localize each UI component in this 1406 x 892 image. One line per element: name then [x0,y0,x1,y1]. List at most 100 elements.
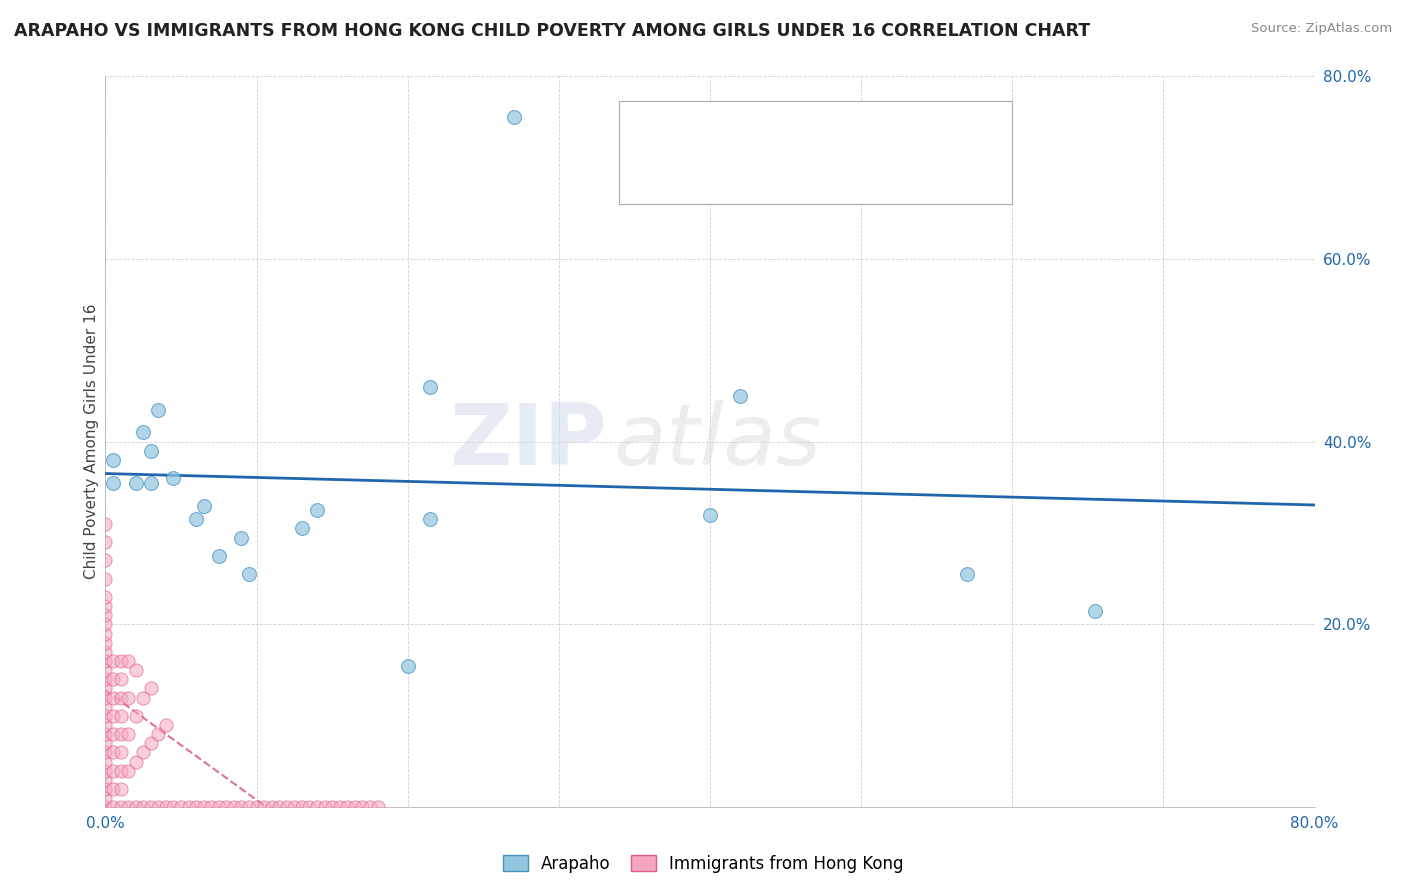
Point [238,800,260,814]
Point [110,690,132,705]
Point [260,800,283,814]
Point [139,800,162,814]
Point [94,516,117,531]
Point [314,800,336,814]
Point [94,654,117,668]
Point [193,499,215,513]
Point [101,764,124,778]
Point [94,617,117,632]
Point [291,800,314,814]
Point [298,800,321,814]
Point [170,800,193,814]
Text: ARAPAHO VS IMMIGRANTS FROM HONG KONG CHILD POVERTY AMONG GIRLS UNDER 16 CORRELAT: ARAPAHO VS IMMIGRANTS FROM HONG KONG CHI… [14,22,1090,40]
Point [101,708,124,723]
Point [186,512,208,526]
Point [215,800,238,814]
Point [307,503,329,517]
Point [124,475,148,490]
Point [343,800,366,814]
Point [94,645,117,659]
Point [94,718,117,732]
Point [139,736,162,750]
Point [94,663,117,677]
Point [94,781,117,797]
Point [94,681,117,696]
Point [329,800,352,814]
Point [101,800,124,814]
Point [139,475,162,490]
Point [94,699,117,714]
Point [730,389,752,403]
Point [132,800,155,814]
Point [124,663,148,677]
Point [117,764,139,778]
Point [359,800,381,814]
Point [956,567,979,582]
Point [124,708,148,723]
Point [124,800,148,814]
Text: Source: ZipAtlas.com: Source: ZipAtlas.com [1251,22,1392,36]
Y-axis label: Child Poverty Among Girls Under 16: Child Poverty Among Girls Under 16 [84,304,98,579]
Point [117,800,139,814]
Point [276,800,298,814]
Point [193,800,215,814]
Point [396,658,419,673]
Point [94,746,117,760]
Point [110,654,132,668]
Point [94,572,117,586]
Point [208,549,231,563]
Point [200,800,222,814]
Point [253,800,276,814]
Point [94,535,117,549]
Point [101,690,124,705]
Point [162,471,184,485]
Point [94,673,117,687]
Point [101,654,124,668]
Point [419,512,441,526]
Point [101,475,124,490]
Point [110,781,132,797]
Point [246,800,269,814]
Point [269,800,291,814]
Point [132,746,155,760]
Point [283,800,305,814]
Point [1084,604,1107,618]
Point [94,708,117,723]
Point [117,690,139,705]
Legend:   R = -0.147   N = 23,   R = -0.225   N = 93: R = -0.147 N = 23, R = -0.225 N = 93 [640,112,855,171]
Point [94,635,117,649]
Point [94,755,117,769]
Point [94,590,117,604]
Point [101,746,124,760]
Point [222,800,245,814]
Point [321,800,343,814]
Point [139,681,162,696]
Point [94,690,117,705]
Point [124,755,148,769]
Point [307,800,329,814]
Point [238,567,260,582]
Point [148,800,170,814]
Point [155,800,177,814]
Point [101,673,124,687]
Point [177,800,200,814]
Text: atlas: atlas [613,400,821,483]
Legend: Arapaho, Immigrants from Hong Kong: Arapaho, Immigrants from Hong Kong [496,848,910,880]
Point [101,781,124,797]
Point [110,746,132,760]
Point [208,800,231,814]
Point [139,443,162,458]
Point [366,800,388,814]
Point [94,727,117,741]
Point [110,800,132,814]
Point [94,599,117,614]
Point [94,626,117,640]
Point [352,800,374,814]
Point [110,764,132,778]
Point [148,402,170,417]
Point [132,425,155,440]
Point [110,673,132,687]
Point [699,508,721,522]
Point [94,800,117,814]
Point [336,800,359,814]
